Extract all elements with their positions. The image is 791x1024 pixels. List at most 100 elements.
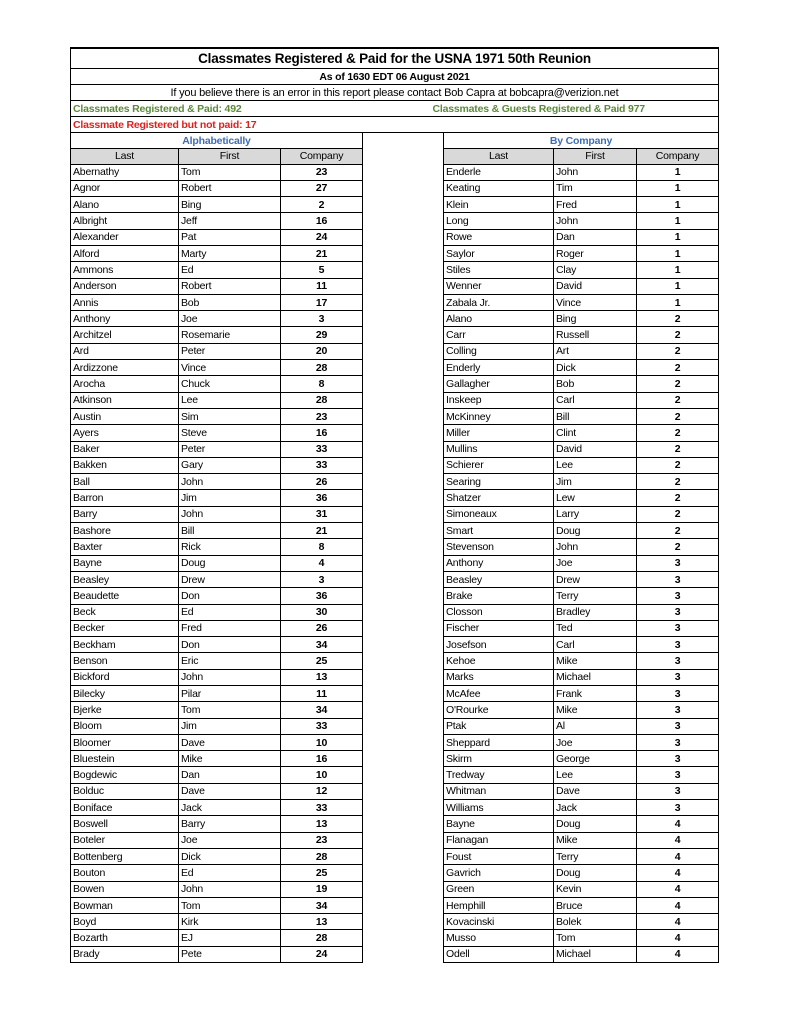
alpha-company-cell: 33 bbox=[280, 799, 363, 817]
company-sorted-first-name-cell: Michael bbox=[553, 668, 637, 687]
alpha-last-name-cell: Bilecky bbox=[70, 684, 179, 703]
company-sorted-last-name-cell: Foust bbox=[443, 847, 554, 866]
contact-notice: If you believe there is an error in this… bbox=[69, 84, 720, 101]
company-sorted-last-name-cell: Inskeep bbox=[443, 391, 554, 409]
alpha-company-cell: 34 bbox=[280, 636, 363, 654]
company-sorted-last-name-cell: Searing bbox=[443, 473, 554, 491]
company-sorted-last-name-cell: Stevenson bbox=[443, 538, 554, 556]
col-header-last: Last bbox=[443, 148, 554, 165]
spacer bbox=[362, 261, 444, 279]
alpha-company-cell: 16 bbox=[280, 750, 363, 768]
alpha-last-name-cell: Bayne bbox=[70, 554, 179, 572]
table-row: Bloom Jim 33 Ptak Al 3 bbox=[70, 717, 720, 735]
alpha-company-cell: 5 bbox=[280, 261, 363, 279]
alpha-last-name-cell: Boniface bbox=[70, 799, 179, 817]
alpha-last-name-cell: Becker bbox=[70, 619, 179, 638]
spacer bbox=[362, 132, 444, 149]
company-sorted-company-cell: 2 bbox=[635, 359, 720, 377]
col-header-first: First bbox=[553, 148, 637, 165]
alpha-company-cell: 23 bbox=[280, 407, 363, 426]
company-sorted-last-name-cell: Beasley bbox=[443, 570, 554, 589]
company-sorted-first-name-cell: Bing bbox=[553, 310, 637, 328]
alpha-first-name-cell: Marty bbox=[178, 244, 281, 263]
spacer bbox=[362, 359, 444, 376]
spacer bbox=[362, 571, 444, 588]
table-row: Boswell Barry 13 Bayne Doug 4 bbox=[70, 815, 720, 833]
company-sorted-first-name-cell: David bbox=[553, 440, 637, 458]
alpha-company-cell: 16 bbox=[280, 212, 363, 230]
table-row: Beckham Don 34 Josefson Carl 3 bbox=[70, 636, 720, 654]
table-row: Arocha Chuck 8 Gallagher Bob 2 bbox=[70, 375, 720, 393]
alpha-first-name-cell: Dave bbox=[178, 733, 281, 752]
alpha-last-name-cell: Alford bbox=[70, 244, 179, 263]
alpha-first-name-cell: John bbox=[178, 668, 281, 687]
col-header-company: Company bbox=[635, 148, 720, 165]
table-row: Bozarth EJ 28 Musso Tom 4 bbox=[70, 929, 720, 947]
alpha-company-cell: 27 bbox=[280, 179, 363, 198]
alpha-last-name-cell: Austin bbox=[70, 407, 179, 426]
spacer bbox=[362, 701, 444, 719]
company-sorted-first-name-cell: Bob bbox=[553, 375, 637, 393]
alpha-last-name-cell: Albright bbox=[70, 212, 179, 230]
spacer bbox=[362, 864, 444, 882]
company-sorted-first-name-cell: Mike bbox=[553, 652, 637, 670]
company-sorted-first-name-cell: Bruce bbox=[553, 896, 637, 915]
company-sorted-first-name-cell: Terry bbox=[553, 847, 637, 866]
company-sorted-company-cell: 2 bbox=[635, 456, 720, 475]
table-row: Beasley Drew 3 Beasley Drew 3 bbox=[70, 570, 720, 589]
company-sorted-last-name-cell: Saylor bbox=[443, 244, 554, 263]
alpha-company-cell: 33 bbox=[280, 440, 363, 458]
company-sorted-first-name-cell: Clay bbox=[553, 261, 637, 279]
alpha-company-cell: 11 bbox=[280, 684, 363, 703]
alpha-company-cell: 30 bbox=[280, 603, 363, 621]
spacer bbox=[362, 636, 444, 653]
alpha-last-name-cell: Bloomer bbox=[70, 733, 179, 752]
alpha-first-name-cell: Pilar bbox=[178, 684, 281, 703]
section-alphabetically: Alphabetically bbox=[70, 132, 363, 149]
spacer bbox=[362, 929, 444, 947]
spacer bbox=[362, 424, 444, 442]
alpha-last-name-cell: Alano bbox=[70, 196, 179, 214]
table-row: Bakken Gary 33 Schierer Lee 2 bbox=[70, 456, 720, 475]
company-sorted-first-name-cell: George bbox=[553, 750, 637, 768]
alpha-first-name-cell: Jim bbox=[178, 489, 281, 507]
alpha-last-name-cell: Architzel bbox=[70, 326, 179, 344]
company-sorted-company-cell: 2 bbox=[635, 407, 720, 426]
company-sorted-company-cell: 4 bbox=[635, 896, 720, 915]
alpha-first-name-cell: Tom bbox=[178, 896, 281, 915]
alpha-first-name-cell: Rick bbox=[178, 538, 281, 556]
spacer bbox=[362, 783, 444, 800]
company-sorted-first-name-cell: Tim bbox=[553, 179, 637, 198]
alpha-last-name-cell: Ardizzone bbox=[70, 359, 179, 377]
company-sorted-first-name-cell: John bbox=[553, 538, 637, 556]
alpha-company-cell: 13 bbox=[280, 913, 363, 931]
table-row: Anthony Joe 3 Alano Bing 2 bbox=[70, 310, 720, 328]
company-sorted-company-cell: 2 bbox=[635, 342, 720, 361]
company-sorted-last-name-cell: Carr bbox=[443, 326, 554, 344]
company-sorted-last-name-cell: Bayne bbox=[443, 815, 554, 833]
spacer bbox=[362, 538, 444, 556]
table-row: Abernathy Tom 23 Enderle John 1 bbox=[70, 163, 720, 181]
alpha-company-cell: 34 bbox=[280, 896, 363, 915]
table-row: Benson Eric 25 Kehoe Mike 3 bbox=[70, 652, 720, 670]
table-row: Bouton Ed 25 Gavrich Doug 4 bbox=[70, 864, 720, 882]
alpha-company-cell: 28 bbox=[280, 847, 363, 866]
company-sorted-first-name-cell: Dan bbox=[553, 228, 637, 246]
alpha-last-name-cell: Ball bbox=[70, 473, 179, 491]
company-sorted-last-name-cell: Hemphill bbox=[443, 896, 554, 915]
company-sorted-first-name-cell: Terry bbox=[553, 587, 637, 605]
alpha-last-name-cell: Barron bbox=[70, 489, 179, 507]
table-row: Brady Pete 24 Odell Michael 4 bbox=[70, 945, 720, 964]
spacer bbox=[362, 734, 444, 751]
alpha-first-name-cell: Jack bbox=[178, 799, 281, 817]
company-sorted-last-name-cell: Keating bbox=[443, 179, 554, 198]
company-sorted-first-name-cell: Ted bbox=[553, 619, 637, 638]
alpha-company-cell: 28 bbox=[280, 359, 363, 377]
alpha-company-cell: 20 bbox=[280, 342, 363, 361]
company-sorted-last-name-cell: Simoneaux bbox=[443, 505, 554, 524]
alpha-first-name-cell: Drew bbox=[178, 570, 281, 589]
company-sorted-last-name-cell: Stiles bbox=[443, 261, 554, 279]
company-sorted-company-cell: 3 bbox=[635, 668, 720, 687]
alpha-company-cell: 2 bbox=[280, 196, 363, 214]
spacer bbox=[362, 310, 444, 327]
